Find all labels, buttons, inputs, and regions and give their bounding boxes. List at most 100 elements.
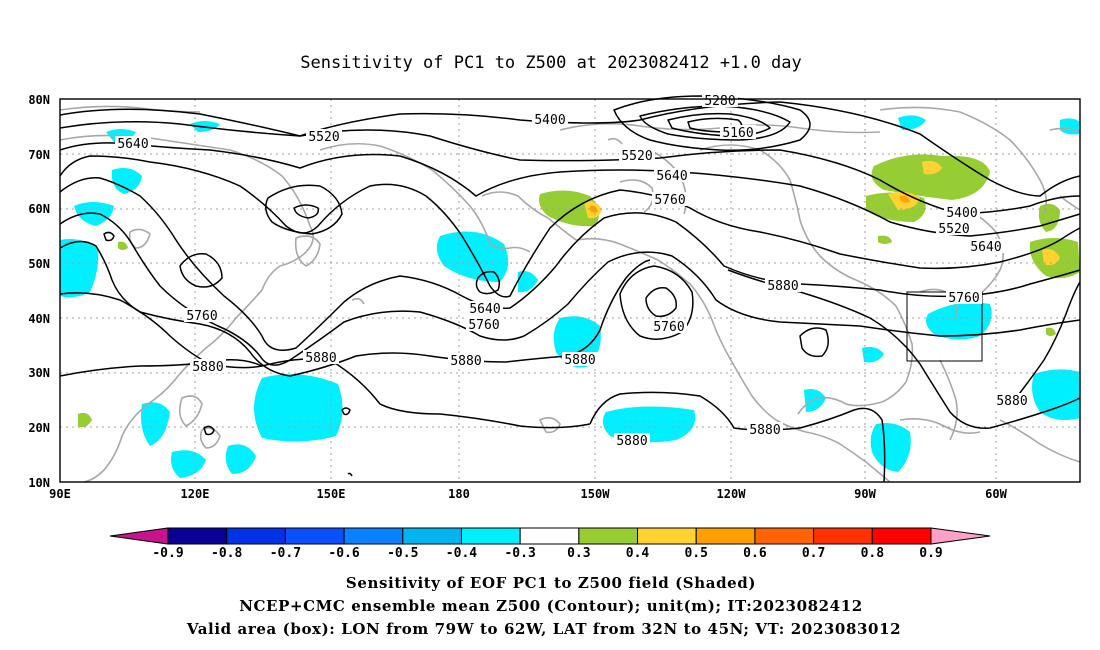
contour-label-bg bbox=[190, 359, 226, 373]
contour-label-bg bbox=[184, 308, 220, 322]
contour-label-bg bbox=[994, 393, 1030, 407]
contour-label: 5520 bbox=[308, 130, 339, 145]
contour-label: 5760 bbox=[948, 291, 979, 306]
lat-lon-grid bbox=[60, 99, 1080, 482]
contour-label: 5760 bbox=[186, 309, 217, 324]
shade-negative-region bbox=[926, 302, 992, 340]
coastline bbox=[319, 142, 491, 245]
lat-axis: 80N 70N 60N 50N 40N 30N 20N 10N bbox=[28, 93, 50, 490]
contour-label-bg bbox=[562, 352, 598, 366]
coastline bbox=[199, 427, 221, 449]
contour-line bbox=[179, 253, 223, 288]
contour-label-bg bbox=[532, 112, 568, 126]
shade-positive-region bbox=[78, 412, 92, 428]
contour-line bbox=[103, 231, 115, 242]
coastline bbox=[797, 396, 883, 415]
shade-positive-strong-region bbox=[1042, 249, 1060, 266]
contour-line bbox=[475, 270, 501, 295]
coastline bbox=[83, 289, 263, 483]
contour-label: 5400 bbox=[946, 206, 977, 221]
footer-line-1: Sensitivity of EOF PC1 to Z500 field (Sh… bbox=[346, 574, 756, 592]
shade-negative-region bbox=[141, 402, 170, 446]
colorbar-label: 0.9 bbox=[919, 546, 942, 561]
colorbar-right-tip bbox=[930, 527, 991, 545]
coastline bbox=[489, 243, 531, 253]
shade-negative-region bbox=[518, 271, 538, 293]
lat-tick-label: 20N bbox=[28, 421, 50, 435]
contour-label-bg bbox=[654, 168, 690, 182]
footer-line-2: NCEP+CMC ensemble mean Z500 (Contour); u… bbox=[239, 597, 863, 615]
contour-labels: 5520564054005280516055205640576054005520… bbox=[115, 93, 1030, 449]
contour-line bbox=[613, 95, 811, 152]
contour-label-bg bbox=[303, 350, 339, 364]
coastline bbox=[879, 106, 1048, 215]
lat-tick-label: 50N bbox=[28, 257, 50, 271]
coastline bbox=[775, 419, 891, 483]
contour-label: 5880 bbox=[767, 279, 798, 294]
chart-title: Sensitivity of PC1 to Z500 at 2023082412… bbox=[300, 53, 802, 73]
contour-label: 5520 bbox=[938, 222, 969, 237]
footer-line-3: Valid area (box): LON from 79W to 62W, L… bbox=[186, 620, 901, 638]
coastline bbox=[261, 251, 307, 291]
coastline bbox=[939, 359, 958, 441]
shade-negative-region bbox=[898, 115, 926, 130]
colorbar-cells bbox=[167, 527, 932, 545]
valid-area-box bbox=[906, 291, 983, 362]
contour-label-bg bbox=[466, 317, 502, 331]
shade-positive-region bbox=[118, 241, 128, 250]
lat-tick-label: 30N bbox=[28, 366, 50, 380]
contour-line bbox=[341, 407, 351, 416]
colorbar-label: 0.4 bbox=[626, 546, 650, 561]
contour-line bbox=[799, 327, 829, 358]
contour-label-bg bbox=[968, 239, 1004, 253]
contour-label-bg bbox=[306, 129, 342, 143]
contour-label-bg bbox=[467, 301, 503, 315]
contour-label: 5640 bbox=[656, 169, 687, 184]
colorbar-label: 0.8 bbox=[861, 546, 885, 561]
shade-negative-region bbox=[254, 374, 343, 442]
contour-label-bg bbox=[651, 319, 687, 333]
contour-label-bg bbox=[936, 221, 972, 235]
lon-tick-label: 180 bbox=[448, 487, 470, 501]
contour-label: 5880 bbox=[749, 423, 780, 438]
contour-label-bg bbox=[619, 148, 655, 162]
colorbar-label: 0.5 bbox=[684, 546, 707, 561]
contour-line bbox=[727, 269, 1081, 429]
coastline bbox=[575, 237, 777, 421]
colorbar-cell bbox=[284, 527, 345, 545]
colorbar-cell bbox=[754, 527, 815, 545]
shade-positive-region bbox=[539, 190, 599, 227]
colorbar-labels: -0.9 -0.8 -0.7 -0.6 -0.5 -0.4 -0.3 0.3 0.4 0.5 0.6… bbox=[152, 546, 942, 561]
colorbar-label: 0.3 bbox=[567, 546, 590, 561]
colorbar-label: -0.5 bbox=[387, 546, 418, 561]
shade-negative-region bbox=[225, 444, 256, 474]
contour-label: 5880 bbox=[450, 354, 481, 369]
contour-label-bg bbox=[614, 433, 650, 447]
contour-line bbox=[347, 472, 353, 477]
colorbar-label: 0.7 bbox=[802, 546, 825, 561]
shade-positive-region bbox=[878, 235, 892, 244]
colorbar-label: -0.6 bbox=[328, 546, 359, 561]
contour-label: 5640 bbox=[469, 302, 500, 317]
shade-positive-strong-region bbox=[922, 160, 942, 175]
colorbar-cell bbox=[167, 527, 228, 545]
colorbar-label: -0.9 bbox=[152, 546, 183, 561]
shade-negative-region bbox=[804, 389, 826, 412]
shade-negative-region bbox=[74, 202, 114, 226]
coastline bbox=[351, 297, 365, 305]
colorbar: -0.9 -0.8 -0.7 -0.6 -0.5 -0.4 -0.3 0.3 0.4 0.5 0.6… bbox=[109, 527, 991, 561]
contour-label: 5880 bbox=[564, 353, 595, 368]
colorbar-label: 0.6 bbox=[743, 546, 767, 561]
sensitivity-shading bbox=[60, 115, 1080, 478]
coastline bbox=[178, 395, 203, 427]
lon-axis: 90E 120E 150E 180 150W 120W 90W 60W bbox=[49, 487, 1007, 501]
contour-label: 5760 bbox=[654, 193, 685, 208]
colorbar-cell bbox=[695, 527, 756, 545]
contour-label: 5760 bbox=[653, 320, 684, 335]
contour-line bbox=[667, 112, 771, 137]
shade-negative-region bbox=[60, 239, 99, 298]
contour-line bbox=[619, 265, 694, 340]
contour-label-bg bbox=[765, 278, 801, 292]
contour-label: 5760 bbox=[468, 318, 499, 333]
contour-label-bg bbox=[702, 93, 738, 107]
